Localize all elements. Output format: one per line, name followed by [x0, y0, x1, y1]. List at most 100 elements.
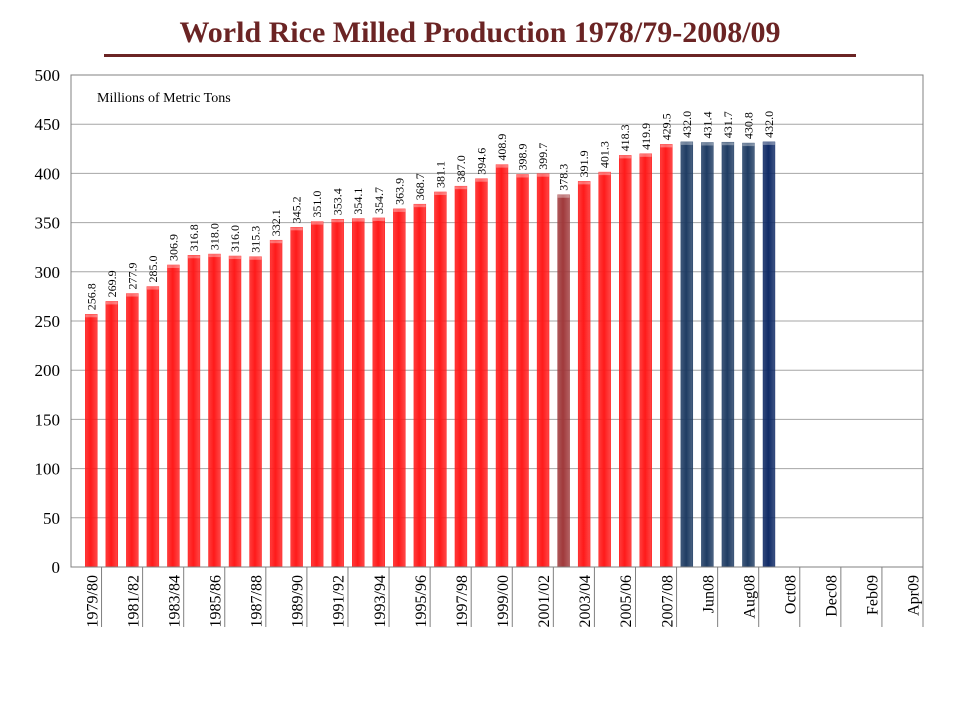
y-tick-label: 300: [35, 263, 61, 282]
bar-1989/90: [290, 227, 303, 568]
bar-top-highlight: [352, 218, 365, 222]
x-tick-label: 2007/08: [659, 575, 676, 627]
bar-1992/93: [352, 218, 365, 568]
bar-2000/01: [516, 174, 529, 568]
x-tick-label: 1991/92: [331, 575, 348, 627]
data-label: 351.0: [310, 191, 324, 218]
data-label: 345.2: [290, 196, 304, 223]
data-label: 432.0: [762, 111, 776, 138]
data-label: 398.9: [516, 143, 530, 170]
x-tick-label: 2003/04: [577, 575, 594, 627]
y-tick-label: 150: [35, 410, 61, 429]
y-tick-label: 450: [35, 115, 61, 134]
bar-top-highlight: [146, 286, 159, 290]
bar-top-highlight: [331, 219, 344, 223]
x-tick-label: 1995/96: [413, 575, 430, 627]
y-tick-label: 0: [52, 558, 61, 577]
data-label: 363.9: [392, 178, 406, 205]
bar-Jul08: [721, 141, 735, 568]
bar-2002/03: [557, 194, 570, 568]
data-label: 354.7: [372, 187, 386, 214]
bar-top-highlight: [311, 221, 324, 225]
y-tick-label: 400: [35, 164, 61, 183]
data-label: 332.1: [269, 209, 283, 236]
y-axis-ticks: 0 50 100 150 200 250 300 350 400 450 500: [35, 66, 61, 577]
bar-1980/81: [105, 301, 119, 568]
data-label: 381.1: [433, 161, 447, 188]
data-label: 315.3: [249, 226, 263, 253]
data-label: 316.0: [228, 225, 242, 252]
bar-top-highlight: [454, 186, 467, 190]
bar-top-highlight: [537, 173, 550, 177]
data-label: 354.1: [351, 188, 365, 215]
x-tick-label: 1997/98: [454, 575, 471, 627]
bar-1984/85: [187, 255, 201, 568]
bar-2005/06: [619, 155, 632, 568]
data-label: 368.7: [413, 173, 427, 200]
x-tick-label: Jun08: [700, 575, 717, 613]
bar-top-highlight: [496, 164, 508, 168]
bar-Aug08: [742, 142, 755, 568]
bar-1994/95: [393, 208, 406, 568]
bar-May08: [680, 141, 694, 568]
bar-1979/80: [85, 314, 98, 568]
x-tick-label: 1983/84: [166, 575, 183, 627]
bar-1991/92: [331, 219, 344, 568]
unit-label: Millions of Metric Tons: [97, 91, 231, 106]
data-label: 378.3: [557, 164, 571, 191]
x-axis-ticks: 1979/80 1981/82 1983/84 1985/86 1987/88 1989/…: [84, 567, 924, 627]
data-label: 316.8: [187, 224, 201, 251]
bar-top-highlight: [742, 143, 755, 147]
x-tick-label: 1989/90: [290, 575, 307, 627]
bar-Jun08: [701, 142, 714, 568]
bar-1986/87: [228, 255, 242, 568]
x-tick-label: 1999/00: [495, 575, 512, 627]
y-tick-label: 500: [35, 66, 61, 85]
y-tick-label: 100: [35, 460, 61, 479]
x-tick-label: Feb09: [865, 575, 882, 615]
data-label: 401.3: [598, 141, 612, 168]
data-label: 408.9: [495, 134, 509, 161]
data-label: 256.8: [84, 283, 98, 310]
x-tick-label: Oct08: [783, 575, 800, 614]
bar-top-highlight: [270, 240, 283, 244]
data-label: 269.9: [105, 270, 119, 297]
bar-top-highlight: [619, 155, 632, 159]
bar-top-highlight: [187, 255, 200, 259]
title-underline: [104, 54, 856, 57]
data-label: 431.4: [700, 112, 714, 139]
data-label: 391.9: [577, 150, 591, 177]
bar-top-highlight: [639, 153, 652, 157]
bar-2001/02: [536, 173, 550, 568]
bar-1993/94: [372, 217, 385, 568]
bar-1981/82: [126, 293, 139, 568]
x-tick-label: 2005/06: [618, 575, 635, 627]
data-label: 430.8: [741, 112, 755, 139]
bar-2007/08: [660, 144, 673, 568]
bar-top-highlight: [516, 174, 529, 178]
x-tick-label: 2001/02: [536, 575, 553, 627]
bar-top-highlight: [680, 141, 693, 145]
bar-Sep08: [762, 141, 776, 568]
data-label: 432.0: [680, 111, 694, 138]
bar-1982/83: [146, 286, 160, 568]
bar-1996/97: [434, 191, 447, 568]
data-label: 418.3: [618, 124, 632, 151]
bar-top-highlight: [660, 144, 673, 148]
y-tick-label: 250: [35, 312, 61, 331]
bar-1997/98: [454, 185, 468, 568]
x-tick-label: Dec08: [824, 575, 841, 617]
bar-1987/88: [249, 256, 262, 568]
bar-top-highlight: [475, 178, 488, 182]
data-label: 353.4: [331, 188, 345, 215]
bar-top-highlight: [229, 256, 241, 260]
bar-1995/96: [413, 203, 427, 568]
bar-top-highlight: [701, 142, 714, 146]
x-tick-label: 1993/94: [372, 575, 389, 627]
bar-1985/86: [208, 253, 221, 568]
x-tick-label: 1987/88: [249, 575, 266, 627]
bar-top-highlight: [598, 172, 611, 176]
data-label: 285.0: [146, 256, 160, 283]
bar-top-highlight: [208, 254, 221, 258]
